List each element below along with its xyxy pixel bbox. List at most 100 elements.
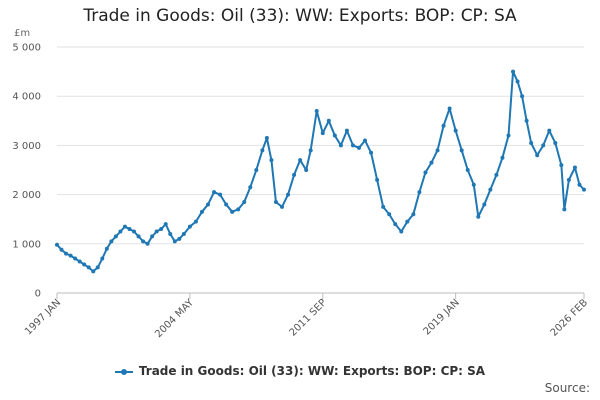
data-point[interactable]	[314, 108, 319, 113]
data-point[interactable]	[64, 251, 69, 256]
data-point[interactable]	[535, 153, 540, 158]
data-point[interactable]	[218, 192, 223, 197]
data-point[interactable]	[127, 227, 132, 232]
data-point[interactable]	[566, 177, 571, 182]
data-point[interactable]	[68, 253, 73, 258]
data-point[interactable]	[411, 212, 416, 217]
data-point[interactable]	[159, 227, 164, 232]
data-point[interactable]	[375, 177, 380, 182]
data-point[interactable]	[488, 187, 493, 192]
data-point[interactable]	[73, 256, 78, 261]
data-point[interactable]	[286, 192, 291, 197]
data-point[interactable]	[511, 69, 516, 74]
data-point[interactable]	[77, 259, 82, 264]
data-point[interactable]	[177, 236, 182, 241]
data-point[interactable]	[338, 143, 343, 148]
data-point[interactable]	[500, 155, 505, 160]
data-point[interactable]	[393, 222, 398, 227]
data-point[interactable]	[447, 106, 452, 111]
data-point[interactable]	[260, 148, 265, 153]
data-point[interactable]	[273, 199, 278, 204]
data-point[interactable]	[304, 168, 309, 172]
data-point[interactable]	[357, 145, 362, 150]
data-point[interactable]	[279, 204, 284, 209]
legend[interactable]: Trade in Goods: Oil (33): WW: Exports: B…	[0, 364, 600, 378]
data-point[interactable]	[417, 190, 422, 195]
data-point[interactable]	[529, 140, 534, 145]
data-point[interactable]	[553, 140, 558, 145]
data-point[interactable]	[308, 148, 313, 153]
data-point[interactable]	[230, 209, 235, 214]
data-point[interactable]	[298, 158, 303, 163]
data-point[interactable]	[118, 229, 123, 234]
data-point[interactable]	[559, 163, 564, 168]
data-point[interactable]	[326, 118, 331, 123]
data-point[interactable]	[163, 222, 168, 227]
data-point[interactable]	[82, 262, 87, 267]
data-point[interactable]	[441, 123, 446, 128]
data-point[interactable]	[582, 187, 586, 192]
data-point[interactable]	[459, 148, 464, 153]
data-point[interactable]	[292, 172, 297, 177]
data-point[interactable]	[435, 148, 440, 153]
data-point[interactable]	[199, 209, 204, 214]
data-point[interactable]	[187, 224, 192, 229]
data-point[interactable]	[320, 131, 325, 136]
data-point[interactable]	[344, 128, 349, 133]
data-point[interactable]	[113, 234, 118, 239]
data-point[interactable]	[453, 128, 458, 133]
data-point[interactable]	[168, 231, 173, 236]
data-point[interactable]	[562, 207, 567, 212]
data-point[interactable]	[369, 150, 374, 155]
data-point[interactable]	[381, 204, 386, 209]
data-point[interactable]	[520, 94, 525, 99]
data-point[interactable]	[405, 219, 410, 224]
data-point[interactable]	[350, 143, 355, 148]
data-point[interactable]	[206, 202, 211, 207]
data-point[interactable]	[547, 128, 552, 133]
data-point[interactable]	[59, 247, 64, 252]
data-point[interactable]	[145, 241, 150, 246]
data-point[interactable]	[150, 234, 155, 239]
data-point[interactable]	[248, 185, 253, 190]
data-point[interactable]	[476, 214, 481, 219]
data-point[interactable]	[236, 207, 241, 212]
data-point[interactable]	[242, 199, 247, 204]
data-point[interactable]	[423, 170, 428, 175]
data-point[interactable]	[181, 231, 186, 236]
data-point[interactable]	[254, 168, 259, 172]
data-point[interactable]	[541, 143, 546, 148]
data-point[interactable]	[482, 202, 487, 207]
data-point[interactable]	[387, 212, 392, 217]
data-point[interactable]	[572, 165, 577, 170]
data-point[interactable]	[471, 182, 476, 187]
data-point[interactable]	[332, 133, 337, 138]
data-point[interactable]	[494, 172, 499, 177]
data-point[interactable]	[399, 229, 404, 234]
data-point[interactable]	[193, 219, 198, 224]
data-point[interactable]	[269, 158, 274, 163]
data-point[interactable]	[264, 136, 269, 141]
data-point[interactable]	[172, 239, 177, 244]
data-point[interactable]	[506, 133, 511, 138]
data-point[interactable]	[577, 182, 582, 187]
data-point[interactable]	[212, 190, 217, 195]
data-point[interactable]	[224, 202, 229, 207]
data-point[interactable]	[363, 138, 368, 143]
data-point[interactable]	[91, 269, 96, 274]
data-point[interactable]	[86, 265, 91, 270]
data-point[interactable]	[122, 224, 127, 229]
data-point[interactable]	[100, 256, 105, 261]
data-point[interactable]	[154, 229, 159, 234]
data-point[interactable]	[465, 168, 470, 172]
data-point[interactable]	[429, 160, 434, 165]
data-point[interactable]	[141, 239, 146, 244]
data-point[interactable]	[95, 265, 100, 270]
data-point[interactable]	[136, 234, 141, 239]
data-point[interactable]	[109, 239, 114, 244]
data-point[interactable]	[524, 118, 529, 123]
data-point[interactable]	[515, 79, 520, 84]
data-point[interactable]	[55, 242, 59, 247]
data-point[interactable]	[132, 229, 137, 234]
data-point[interactable]	[104, 246, 109, 251]
